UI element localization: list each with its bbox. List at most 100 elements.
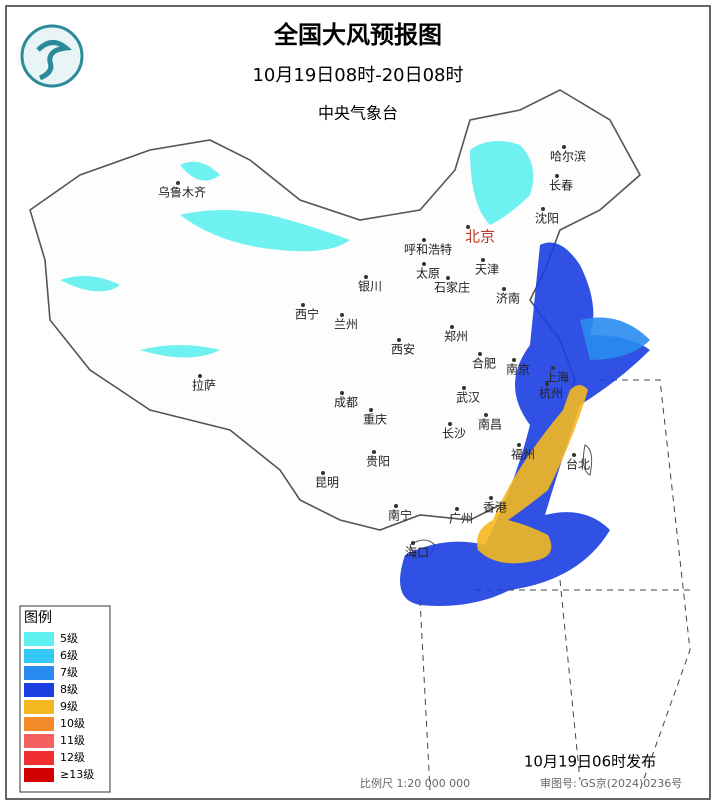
city-dot	[466, 225, 470, 229]
legend-label: ≥13级	[60, 768, 94, 781]
city-dot	[369, 408, 373, 412]
city-dot	[455, 507, 459, 511]
city-dot	[562, 145, 566, 149]
city-dot	[422, 238, 426, 242]
city-dot	[517, 443, 521, 447]
wind-area	[470, 141, 534, 225]
approval: 审图号: GS京(2024)0236号	[540, 776, 682, 790]
period: 10月19日08时-20日08时	[252, 65, 463, 86]
city-dot	[551, 366, 555, 370]
city-label: 贵阳	[366, 455, 390, 469]
city-dot	[394, 504, 398, 508]
wind-area	[180, 210, 350, 252]
scale: 比例尺 1:20 000 000	[360, 776, 470, 790]
city-dot	[422, 262, 426, 266]
city-label: 台北	[566, 457, 590, 472]
wind-area	[140, 345, 220, 358]
legend-swatch	[24, 632, 54, 646]
city-label: 石家庄	[434, 280, 470, 295]
city-label: 太原	[416, 266, 440, 281]
city-label: 兰州	[334, 318, 358, 332]
city-dot	[340, 313, 344, 317]
city-label: 天津	[475, 263, 499, 277]
city-dot	[545, 382, 549, 386]
city-label: 昆明	[315, 476, 339, 490]
issued: 10月19日06时发布	[524, 753, 656, 771]
legend-swatch	[24, 768, 54, 782]
city-dot	[512, 358, 516, 362]
city-label: 广州	[449, 512, 473, 526]
legend-swatch	[24, 734, 54, 748]
city-dot	[321, 471, 325, 475]
legend-label: 10级	[60, 717, 85, 730]
wind-area	[180, 161, 220, 181]
city-label: 呼和浩特	[404, 242, 452, 257]
legend-title: 图例	[24, 610, 52, 626]
city-label: 重庆	[363, 413, 387, 427]
legend: 图例 5级 6级 7级 8级 9级 10级 11级 12级 ≥13级	[19, 605, 111, 793]
city-label: 北京	[465, 228, 495, 246]
city-label: 合肥	[472, 356, 496, 371]
city-label: 长春	[549, 179, 573, 193]
city-dot	[198, 374, 202, 378]
legend-swatch	[24, 666, 54, 680]
legend-label: 6级	[60, 649, 78, 662]
city-label: 长沙	[442, 427, 466, 441]
city-label: 南宁	[388, 508, 412, 523]
legend-label: 9级	[60, 700, 78, 713]
city-label: 拉萨	[192, 378, 216, 393]
legend-swatch	[24, 751, 54, 765]
legend-label: 7级	[60, 666, 78, 679]
city-label: 福州	[511, 447, 535, 462]
legend-label: 11级	[60, 734, 85, 747]
legend-swatch	[24, 649, 54, 663]
title: 全国大风预报图	[273, 21, 442, 49]
legend-swatch	[24, 717, 54, 731]
city-label: 济南	[496, 291, 520, 306]
city-label: 西安	[391, 342, 415, 357]
city-dot	[411, 541, 415, 545]
legend-swatch	[24, 683, 54, 697]
city-dot	[478, 352, 482, 356]
city-dot	[340, 391, 344, 395]
city-dot	[572, 453, 576, 457]
legend-label: 8级	[60, 683, 78, 696]
legend-swatch	[24, 700, 54, 714]
city-label: 香港	[483, 501, 507, 515]
city-dot	[301, 303, 305, 307]
logo-mark	[36, 40, 73, 81]
city-label: 成都	[334, 396, 358, 410]
legend-label: 12级	[60, 751, 85, 764]
city-dot	[481, 258, 485, 262]
city-dot	[446, 276, 450, 280]
city-dot	[397, 338, 401, 342]
city-label: 上海	[545, 370, 569, 385]
wind-area	[580, 317, 650, 360]
city-dot	[502, 287, 506, 291]
taiwan	[582, 444, 593, 476]
city-label: 南昌	[478, 417, 502, 432]
city-label: 哈尔滨	[550, 149, 586, 164]
city-dot	[176, 181, 180, 185]
city-label: 乌鲁木齐	[158, 185, 206, 200]
city-label: 杭州	[539, 386, 563, 401]
city-dot	[372, 450, 376, 454]
city-dot	[484, 413, 488, 417]
city-label: 海口	[405, 545, 429, 560]
city-dot	[541, 207, 545, 211]
wind-area	[477, 385, 588, 564]
city-label: 银川	[358, 280, 382, 294]
city-label: 武汉	[456, 391, 480, 405]
city-label: 沈阳	[535, 211, 559, 226]
agency: 中央气象台	[318, 104, 398, 123]
legend-label: 5级	[60, 632, 78, 645]
wind-area	[60, 276, 120, 292]
city-dot	[448, 422, 452, 426]
wind-areas	[60, 141, 650, 606]
city-dot	[555, 174, 559, 178]
city-label: 南京	[506, 362, 530, 377]
city-dot	[364, 275, 368, 279]
